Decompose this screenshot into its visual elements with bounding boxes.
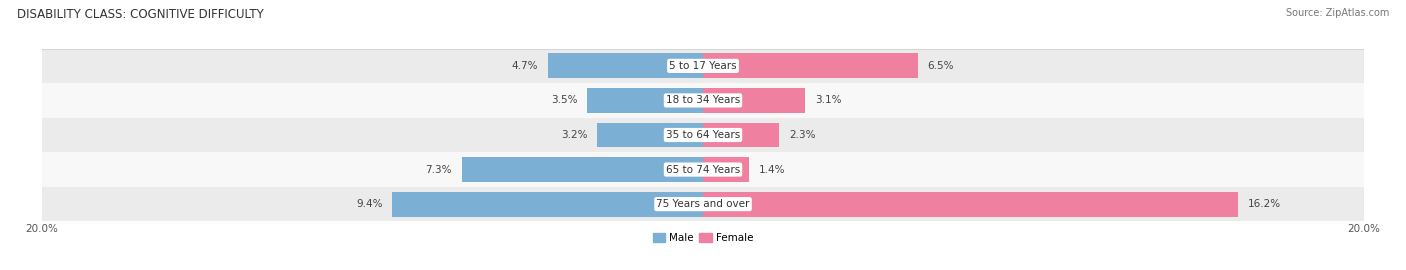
Bar <box>588 88 703 113</box>
Bar <box>461 157 703 182</box>
Bar <box>42 187 1364 221</box>
Text: DISABILITY CLASS: COGNITIVE DIFFICULTY: DISABILITY CLASS: COGNITIVE DIFFICULTY <box>17 8 263 21</box>
Text: 65 to 74 Years: 65 to 74 Years <box>666 164 740 175</box>
Text: 7.3%: 7.3% <box>426 164 451 175</box>
Legend: Male, Female: Male, Female <box>648 229 758 247</box>
Bar <box>42 49 1364 83</box>
Bar <box>42 118 1364 152</box>
Text: 5 to 17 Years: 5 to 17 Years <box>669 61 737 71</box>
Bar <box>703 157 749 182</box>
Text: 6.5%: 6.5% <box>928 61 955 71</box>
Text: 16.2%: 16.2% <box>1249 199 1281 209</box>
Text: 3.5%: 3.5% <box>551 95 578 106</box>
Text: 75 Years and over: 75 Years and over <box>657 199 749 209</box>
Bar <box>392 192 703 217</box>
Text: 3.1%: 3.1% <box>815 95 842 106</box>
Text: 18 to 34 Years: 18 to 34 Years <box>666 95 740 106</box>
Bar <box>548 53 703 78</box>
Text: 3.2%: 3.2% <box>561 130 588 140</box>
Text: 9.4%: 9.4% <box>356 199 382 209</box>
Text: 1.4%: 1.4% <box>759 164 786 175</box>
Bar <box>703 53 918 78</box>
Bar <box>703 192 1239 217</box>
Text: 4.7%: 4.7% <box>512 61 537 71</box>
Text: 35 to 64 Years: 35 to 64 Years <box>666 130 740 140</box>
Bar <box>42 152 1364 187</box>
Text: Source: ZipAtlas.com: Source: ZipAtlas.com <box>1285 8 1389 18</box>
Text: 2.3%: 2.3% <box>789 130 815 140</box>
Bar <box>42 83 1364 118</box>
Bar <box>598 123 703 147</box>
Bar <box>703 123 779 147</box>
Bar <box>703 88 806 113</box>
